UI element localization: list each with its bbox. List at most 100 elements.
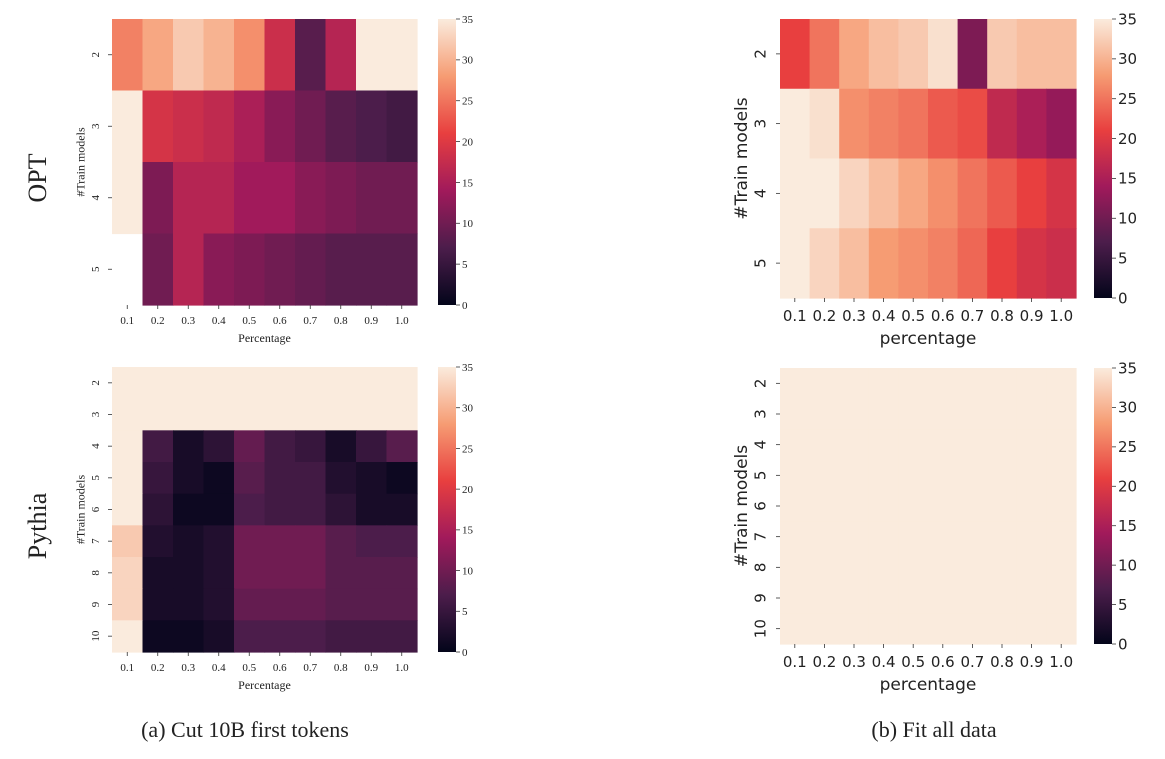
heatmap-cell xyxy=(234,233,266,306)
heatmap-cell xyxy=(173,620,205,653)
heatmap-cell xyxy=(868,19,899,90)
x-tick-label: 0.2 xyxy=(812,307,836,325)
heatmap-cell xyxy=(325,620,357,653)
colorbar-tick-label: 25 xyxy=(462,96,474,108)
colorbar-tick-label: 10 xyxy=(1118,210,1137,228)
heatmap-cell xyxy=(386,430,418,463)
x-tick-label: 0.9 xyxy=(364,662,378,674)
heatmap-cell xyxy=(780,521,811,553)
heatmap-cell xyxy=(868,398,899,430)
heatmap-cell xyxy=(203,493,235,526)
heatmap-cell xyxy=(234,19,266,92)
heatmap-cell xyxy=(957,582,988,614)
x-tick-label: 0.4 xyxy=(872,653,896,671)
heatmap-cell xyxy=(386,162,418,235)
heatmap-cell xyxy=(898,88,929,160)
y-tick-label: 4 xyxy=(751,440,769,450)
heatmap-cell xyxy=(356,90,388,163)
row-label-pythia: Pythia xyxy=(23,492,52,559)
heatmap-cell xyxy=(234,557,266,590)
y-tick-label: 7 xyxy=(90,538,102,544)
x-axis-label: percentage xyxy=(880,675,977,695)
colorbar-tick-label: 15 xyxy=(1118,517,1137,535)
heatmap-cell xyxy=(112,398,144,431)
x-tick-label: 0.8 xyxy=(990,307,1014,325)
heatmap-cell xyxy=(112,462,144,495)
heatmap-cell xyxy=(356,162,388,235)
x-tick-label: 0.1 xyxy=(120,315,134,327)
heatmap-cell xyxy=(234,398,266,431)
y-tick-label: 4 xyxy=(90,443,102,449)
heatmap-cell xyxy=(325,90,357,163)
y-axis-label: #Train models xyxy=(732,97,752,219)
heatmap-cell xyxy=(868,158,899,229)
heatmap-cell xyxy=(1046,228,1077,299)
y-tick-label: 8 xyxy=(751,563,769,573)
heatmap-cell xyxy=(295,233,327,306)
heatmap-cell xyxy=(173,233,205,306)
heatmap-cell xyxy=(1016,19,1047,90)
heatmap-cell xyxy=(1046,398,1077,430)
heatmap-cell xyxy=(868,490,899,522)
x-tick-label: 0.2 xyxy=(812,653,836,671)
heatmap-cell xyxy=(1046,158,1077,229)
heatmap-cell xyxy=(1016,368,1047,400)
heatmap-cell xyxy=(142,430,174,463)
heatmap-opt-cut: 0.1 0.2 0.3 0.4 0.5 0.6 0.7 0.8 0.9 1.0 Percentage… xyxy=(74,14,474,345)
heatmap-cell xyxy=(987,19,1018,90)
y-tick-label: 5 xyxy=(751,471,769,481)
x-tick-label: 0.6 xyxy=(273,662,287,674)
heatmap-cell xyxy=(264,462,296,495)
y-tick-label: 2 xyxy=(751,49,769,59)
heatmap-cell xyxy=(203,557,235,590)
heatmap-cell xyxy=(142,162,174,235)
heatmap-cell xyxy=(868,460,899,492)
heatmap-opt-fit: 0.1 0.2 0.3 0.4 0.5 0.6 0.7 0.8 0.9 1.0 percentage… xyxy=(732,10,1137,349)
x-tick-label: 0.9 xyxy=(364,315,378,327)
heatmap-cell xyxy=(173,588,205,621)
heatmap-cell xyxy=(325,525,357,558)
heatmap-cell xyxy=(987,521,1018,553)
x-tick-label: 1.0 xyxy=(1049,653,1073,671)
colorbar xyxy=(438,367,456,652)
heatmap-cell xyxy=(928,490,959,522)
y-tick-label: 2 xyxy=(90,380,102,386)
heatmap-cell xyxy=(839,582,870,614)
heatmap-cell xyxy=(203,398,235,431)
heatmap-cell xyxy=(839,228,870,299)
heatmap-cell xyxy=(1046,368,1077,400)
colorbar-tick-label: 10 xyxy=(462,218,474,230)
heatmap-cell xyxy=(356,367,388,400)
heatmap-cell xyxy=(295,19,327,92)
heatmap-cell xyxy=(203,430,235,463)
y-tick-label: 5 xyxy=(90,266,102,272)
heatmap-cell xyxy=(142,588,174,621)
heatmap-cell xyxy=(780,552,811,584)
x-tick-label: 0.4 xyxy=(212,315,226,327)
heatmap-cell xyxy=(898,429,929,461)
heatmap-cell xyxy=(868,88,899,160)
colorbar-tick-label: 0 xyxy=(462,647,468,659)
x-axis-label: Percentage xyxy=(238,678,291,692)
heatmap-cell xyxy=(203,525,235,558)
heatmap-cell xyxy=(356,462,388,495)
heatmap-cell xyxy=(325,557,357,590)
heatmap-cell xyxy=(264,233,296,306)
heatmap-cell xyxy=(809,460,840,492)
heatmap-cell xyxy=(173,430,205,463)
heatmap-cell xyxy=(234,367,266,400)
heatmap-cell xyxy=(325,162,357,235)
heatmap-cell xyxy=(898,368,929,400)
colorbar-tick-label: 5 xyxy=(1118,249,1128,267)
heatmap-cell xyxy=(112,493,144,526)
heatmap-cell xyxy=(1046,552,1077,584)
y-tick-label: 9 xyxy=(751,593,769,603)
heatmap-cell xyxy=(325,19,357,92)
heatmap-cell xyxy=(839,460,870,492)
heatmap-cell xyxy=(1016,398,1047,430)
x-tick-label: 1.0 xyxy=(395,315,409,327)
heatmap-cell xyxy=(295,162,327,235)
x-axis-label: Percentage xyxy=(238,331,291,345)
heatmap-cell xyxy=(173,90,205,163)
